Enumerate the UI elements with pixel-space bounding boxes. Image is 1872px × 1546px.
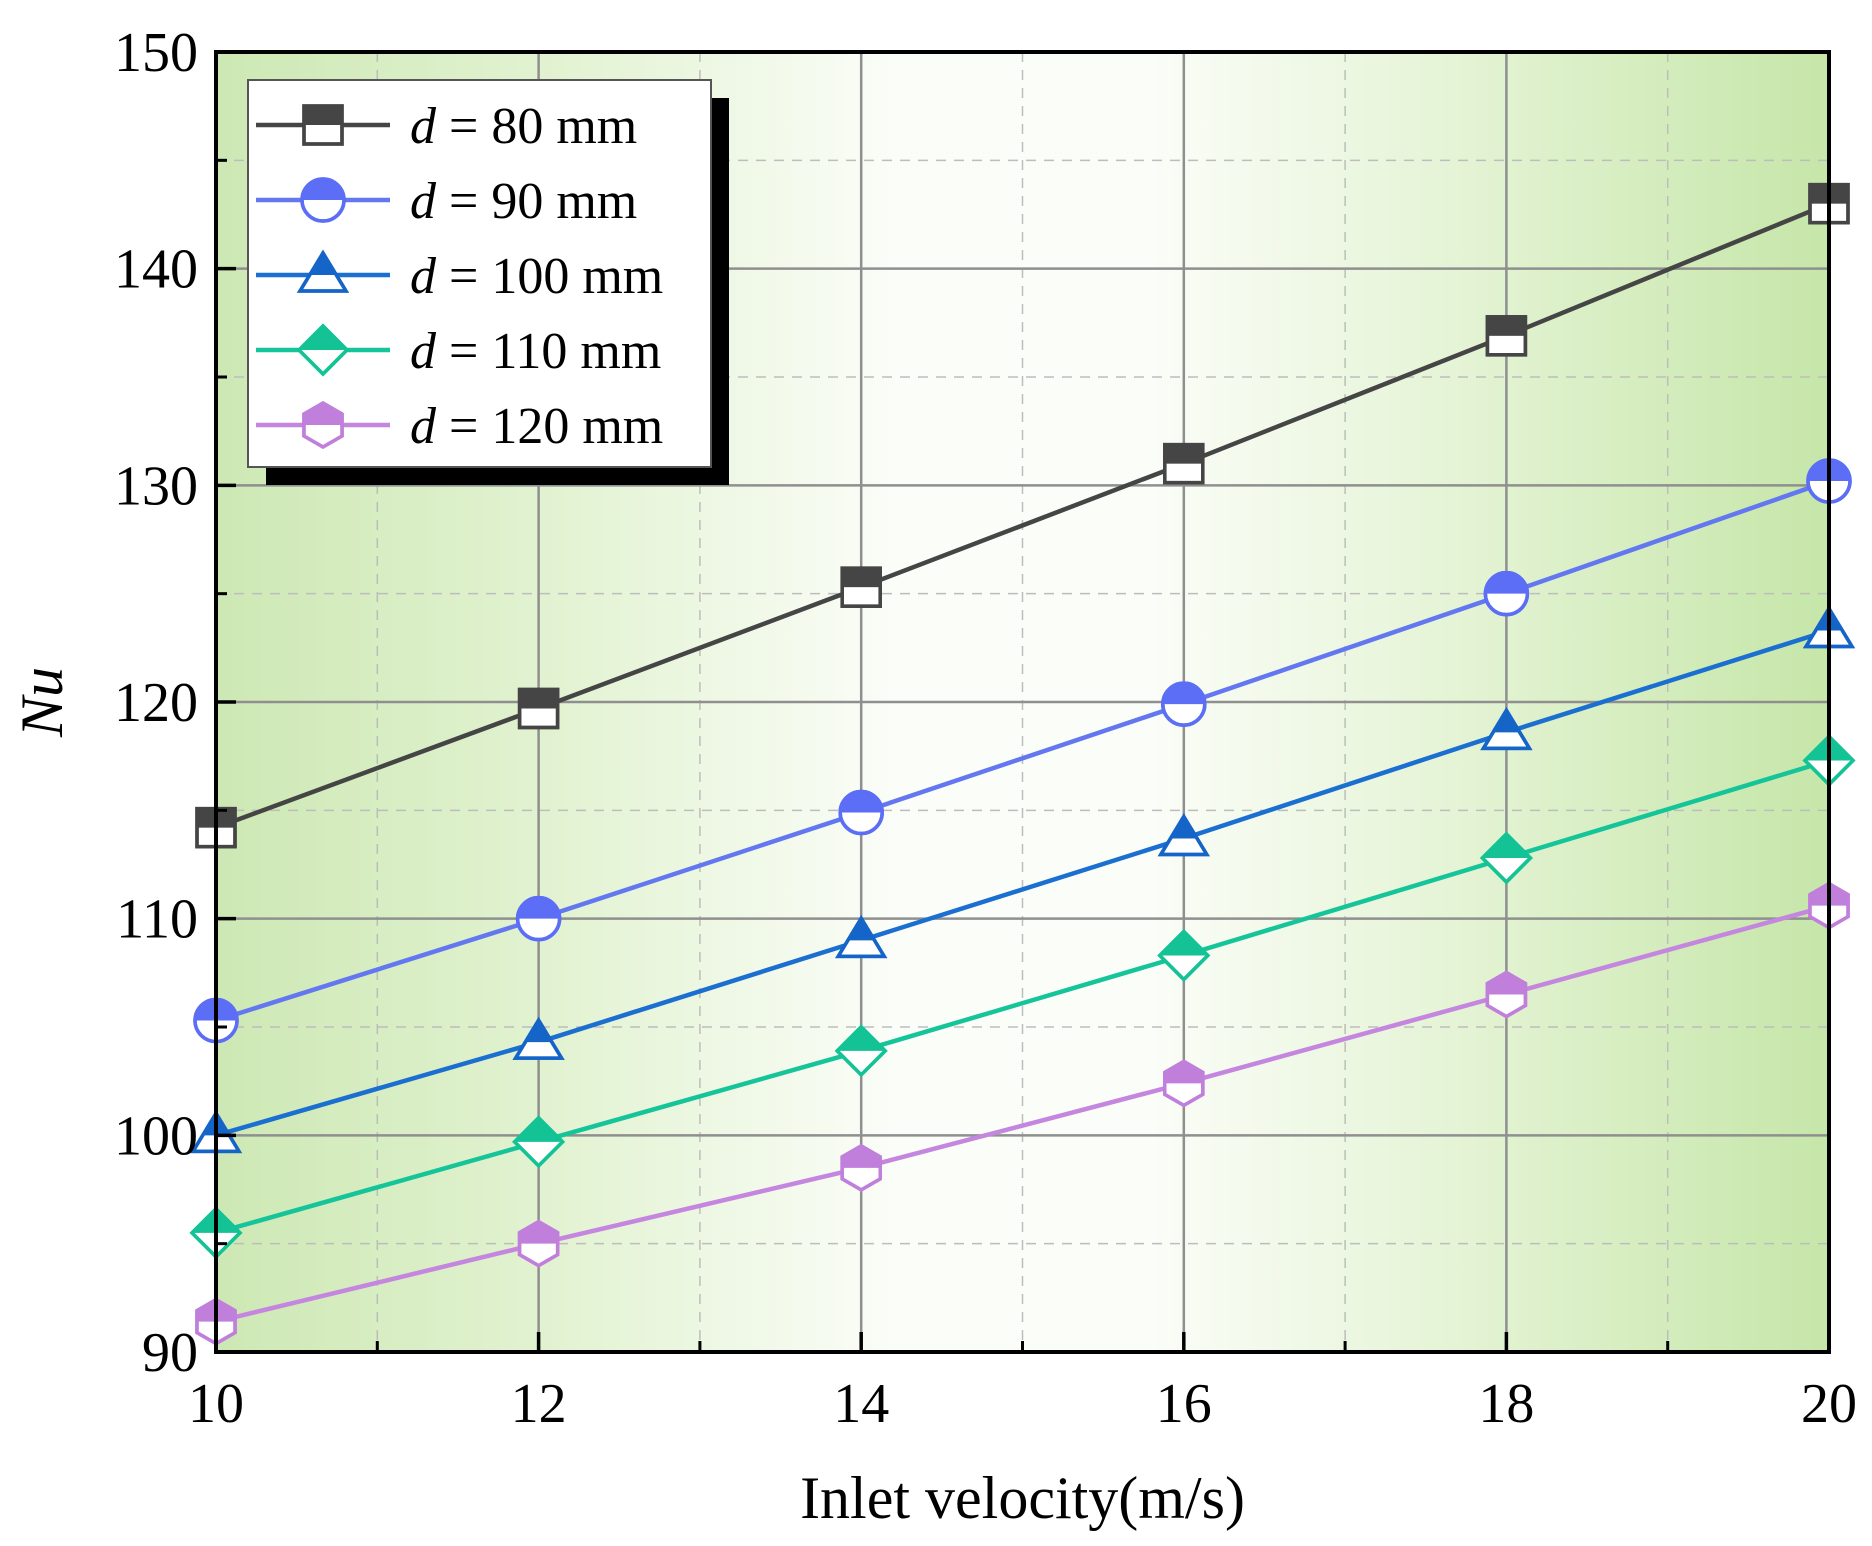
legend-item: d = 120 mm [256,398,663,455]
y-tick-label: 110 [116,889,198,951]
data-point-diamond [1479,831,1533,885]
ticks: 10 12 14 16 18 20 90 100 110 120 130 140 150 [114,22,1857,1435]
data-point-hexagon [1162,1059,1205,1108]
data-point-circle [300,177,346,223]
legend-item: d = 100 mm [256,248,663,305]
legend-item: d = 80 mm [256,98,637,155]
y-tick-label: 140 [114,239,198,301]
data-point-hexagon [302,400,344,450]
data-point-circle [838,789,884,836]
series-line [215,478,1830,1023]
x-tick-label: 18 [1478,1373,1534,1435]
legend-label: d = 100 mm [410,248,663,305]
series-3 [189,605,1856,1154]
legend-label: d = 80 mm [410,98,637,155]
series-line [215,201,1830,830]
data-point-triangle [1480,706,1533,751]
series-line [215,758,1830,1235]
data-point-circle [1483,570,1530,617]
data-point-diamond [1157,929,1211,982]
x-tick-label: 20 [1801,1373,1857,1435]
y-tick-label: 130 [114,455,198,517]
series-layer [189,182,1856,1346]
series-line [215,903,1830,1324]
y-axis-title: Nu [9,667,75,738]
data-point-triangle [296,249,350,293]
data-point-diamond [834,1024,888,1078]
y-tick-label: 120 [114,672,198,734]
data-point-circle [515,895,562,942]
series-line [215,628,1830,1138]
x-tick-label: 12 [511,1373,567,1435]
data-point-triangle [1157,813,1210,857]
data-point-hexagon [517,1219,560,1268]
legend-label: d = 110 mm [410,323,661,380]
y-tick-label: 90 [142,1322,198,1384]
x-tick-label: 16 [1156,1373,1212,1435]
x-axis-title: Inlet velocity(m/s) [800,1465,1245,1531]
y-tick-label: 150 [114,22,198,84]
data-point-square [840,566,882,608]
x-tick-label: 14 [833,1373,889,1435]
x-tick-label: 10 [188,1373,244,1435]
legend: d = 80 mm d = 90 mm d = 100 mm d = 110 mm d … [247,79,729,485]
y-tick-label: 100 [114,1105,198,1167]
data-point-square [1485,315,1528,357]
data-point-circle [1161,681,1207,727]
legend-item: d = 90 mm [256,173,637,230]
data-point-triangle [512,1016,565,1060]
legend-label: d = 120 mm [410,398,663,455]
data-point-diamond [512,1115,566,1169]
data-point-diamond [296,323,350,377]
legend-item: d = 110 mm [256,323,661,380]
data-point-square [517,687,560,730]
data-point-hexagon [840,1143,883,1192]
data-point-hexagon [1485,970,1528,1019]
data-point-square [1163,442,1205,485]
data-point-triangle [835,914,888,959]
legend-label: d = 90 mm [410,173,637,230]
data-point-square [302,104,344,146]
